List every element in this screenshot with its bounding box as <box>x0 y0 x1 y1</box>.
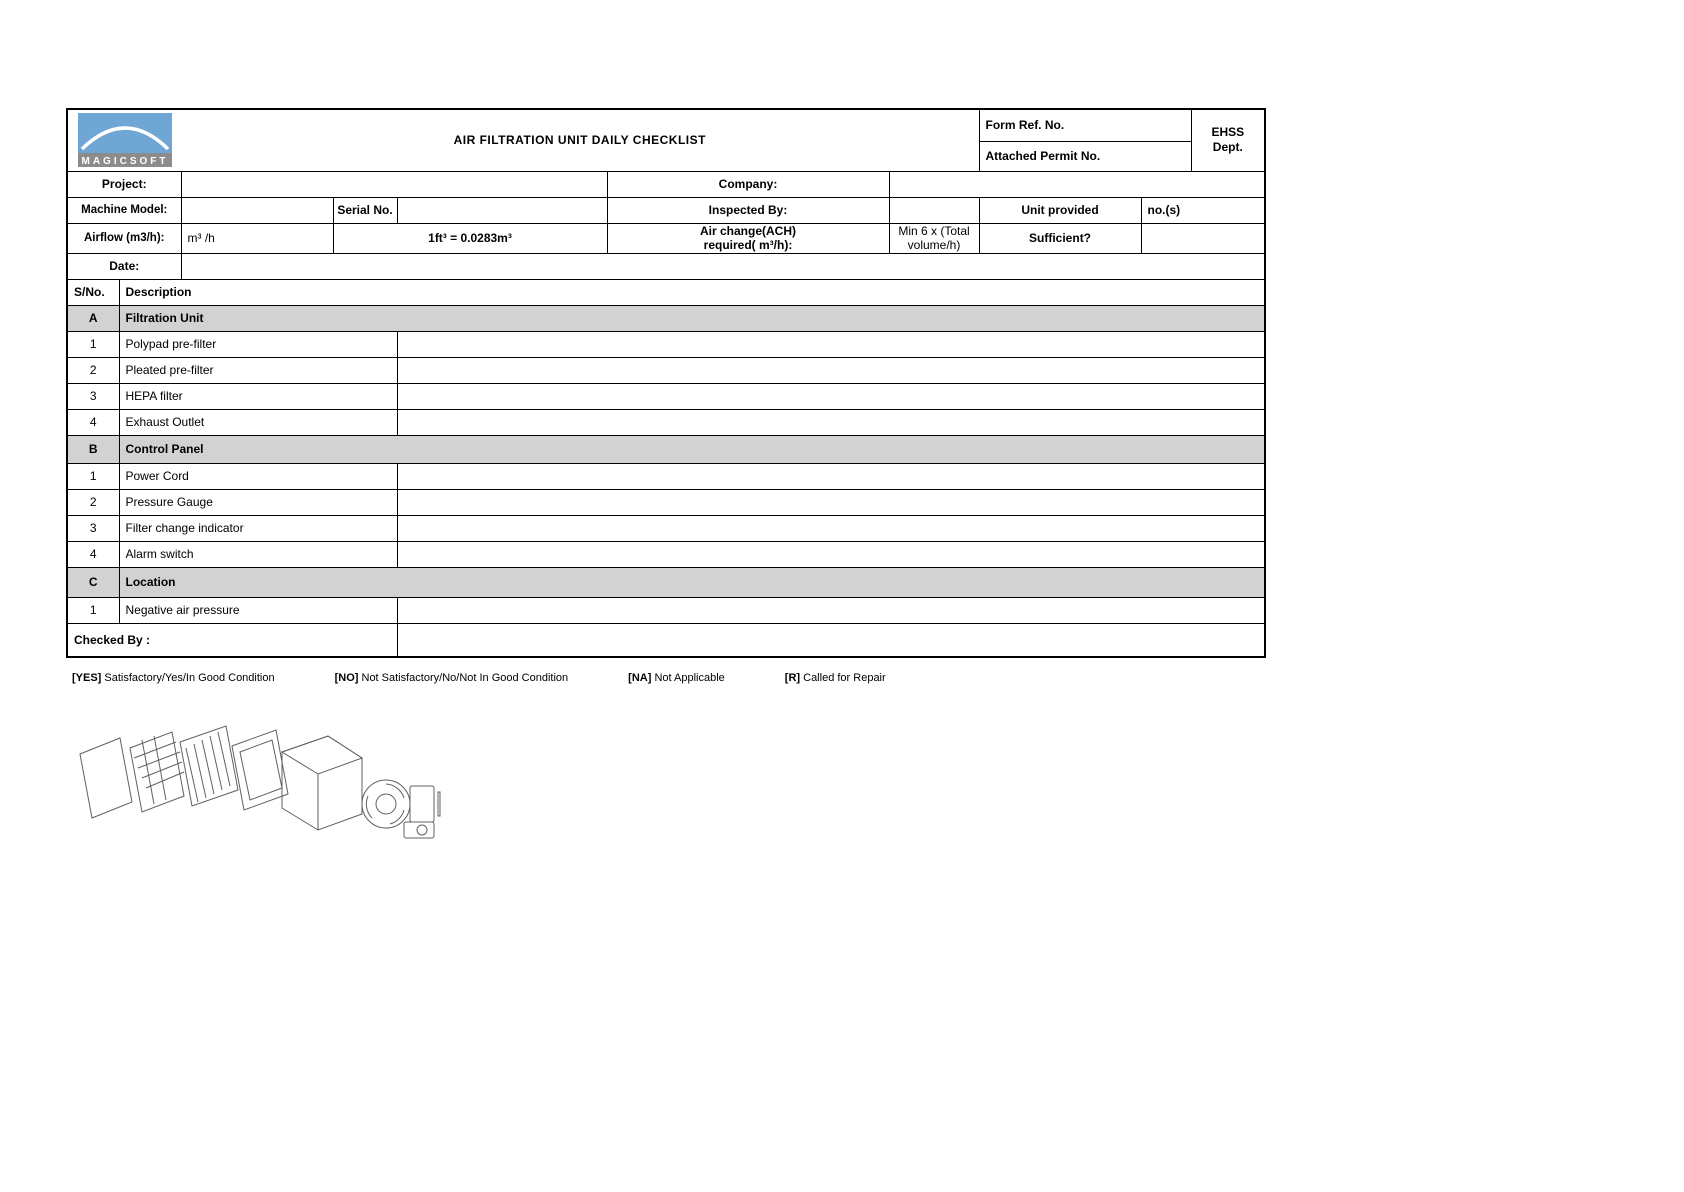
item-check[interactable] <box>397 383 1265 409</box>
machine-model-label: Machine Model: <box>67 197 181 223</box>
checked-by-label: Checked By : <box>67 623 397 657</box>
item-desc: Pressure Gauge <box>119 489 397 515</box>
checked-by-value[interactable] <box>397 623 1265 657</box>
item-check[interactable] <box>397 409 1265 435</box>
serial-no-value[interactable] <box>397 197 607 223</box>
item-check[interactable] <box>397 489 1265 515</box>
unit-provided-label: Unit provided <box>979 197 1141 223</box>
description-header: Description <box>119 279 1265 305</box>
item-no: 4 <box>67 541 119 567</box>
serial-no-label: Serial No. <box>333 197 397 223</box>
item-check[interactable] <box>397 463 1265 489</box>
item-no: 2 <box>67 357 119 383</box>
section-title: Control Panel <box>119 435 1265 463</box>
item-no: 2 <box>67 489 119 515</box>
conversion-label: 1ft³ = 0.0283m³ <box>333 223 607 253</box>
nos-label: no.(s) <box>1141 197 1265 223</box>
ehss-line2: Dept. <box>1192 140 1265 156</box>
item-desc: Negative air pressure <box>119 597 397 623</box>
checklist-table: MAGICSOFT AIR FILTRATION UNIT DAILY CHEC… <box>66 108 1266 658</box>
inspected-by-label: Inspected By: <box>607 197 889 223</box>
legend-r: [R] Called for Repair <box>785 672 886 684</box>
inspected-by-value[interactable] <box>889 197 979 223</box>
item-no: 1 <box>67 463 119 489</box>
attached-permit-label: Attached Permit No. <box>979 141 1191 171</box>
item-check[interactable] <box>397 357 1265 383</box>
item-desc: Filter change indicator <box>119 515 397 541</box>
item-desc: Exhaust Outlet <box>119 409 397 435</box>
company-value[interactable] <box>889 171 1265 197</box>
legend: [YES] Satisfactory/Yes/In Good Condition… <box>66 672 1264 684</box>
item-check[interactable] <box>397 541 1265 567</box>
item-desc: Polypad pre-filter <box>119 331 397 357</box>
page-title: AIR FILTRATION UNIT DAILY CHECKLIST <box>181 109 979 171</box>
section-title: Location <box>119 567 1265 597</box>
logo-icon: MAGICSOFT <box>78 113 172 167</box>
legend-yes: [YES] Satisfactory/Yes/In Good Condition <box>72 672 275 684</box>
company-label: Company: <box>607 171 889 197</box>
item-no: 4 <box>67 409 119 435</box>
machine-model-value[interactable] <box>181 197 333 223</box>
sno-header: S/No. <box>67 279 119 305</box>
checklist-sheet: MAGICSOFT AIR FILTRATION UNIT DAILY CHEC… <box>66 108 1264 867</box>
item-desc: Alarm switch <box>119 541 397 567</box>
section-letter: B <box>67 435 119 463</box>
airflow-unit: m³ /h <box>181 223 333 253</box>
section-title: Filtration Unit <box>119 305 1265 331</box>
ach-line2: required( m³/h): <box>608 238 889 252</box>
item-no: 3 <box>67 383 119 409</box>
legend-na: [NA] Not Applicable <box>628 672 725 684</box>
legend-no: [NO] Not Satisfactory/No/Not In Good Con… <box>335 672 569 684</box>
project-label: Project: <box>67 171 181 197</box>
section-letter: A <box>67 305 119 331</box>
airflow-label: Airflow (m3/h): <box>67 223 181 253</box>
sufficient-value[interactable] <box>1141 223 1265 253</box>
ach-label: Air change(ACH) required( m³/h): <box>607 223 889 253</box>
equipment-diagram <box>66 712 1264 867</box>
item-check[interactable] <box>397 331 1265 357</box>
item-check[interactable] <box>397 597 1265 623</box>
item-no: 3 <box>67 515 119 541</box>
item-desc: Pleated pre-filter <box>119 357 397 383</box>
ach-line1: Air change(ACH) <box>608 224 889 238</box>
ehss-dept: EHSS Dept. <box>1191 109 1265 171</box>
ehss-line1: EHSS <box>1192 125 1265 141</box>
item-no: 1 <box>67 331 119 357</box>
form-ref-label: Form Ref. No. <box>979 109 1191 141</box>
ach-formula: Min 6 x (Total volume/h) <box>889 223 979 253</box>
item-check[interactable] <box>397 515 1265 541</box>
sufficient-label: Sufficient? <box>979 223 1141 253</box>
item-desc: HEPA filter <box>119 383 397 409</box>
item-no: 1 <box>67 597 119 623</box>
date-label: Date: <box>67 253 181 279</box>
logo-text: MAGICSOFT <box>81 156 168 167</box>
date-value[interactable] <box>181 253 1265 279</box>
section-letter: C <box>67 567 119 597</box>
item-desc: Power Cord <box>119 463 397 489</box>
project-value[interactable] <box>181 171 607 197</box>
